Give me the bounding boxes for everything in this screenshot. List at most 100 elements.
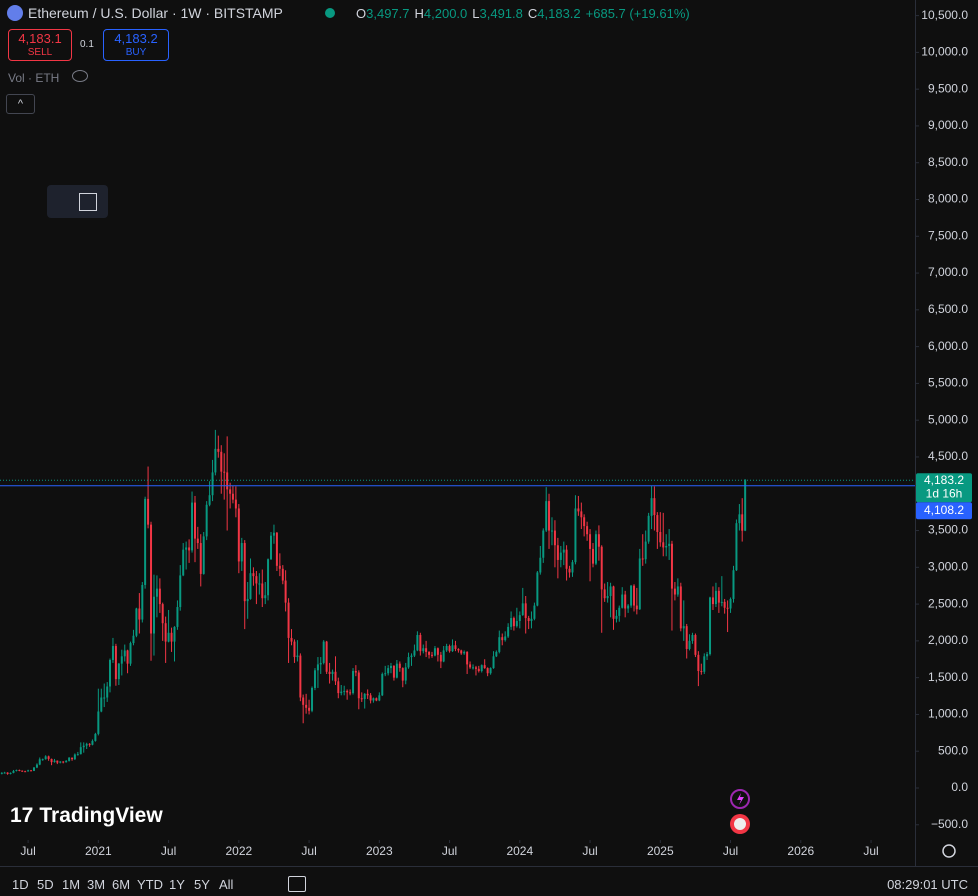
- candle: [633, 584, 636, 612]
- candle-body: [68, 757, 71, 761]
- timeframe-button[interactable]: 5D: [37, 877, 54, 892]
- candle: [714, 582, 717, 608]
- date-range-icon[interactable]: [288, 876, 306, 892]
- candle-body: [97, 711, 100, 734]
- timeframe-button[interactable]: 6M: [112, 877, 131, 892]
- candle: [659, 512, 662, 547]
- candle-body: [463, 651, 466, 654]
- timeframe-button[interactable]: 1Y: [169, 877, 185, 892]
- candle-body: [185, 547, 188, 550]
- buy-button[interactable]: 4,183.2 BUY: [103, 29, 169, 61]
- candle-body: [474, 667, 477, 669]
- measure-tool[interactable]: [79, 193, 97, 211]
- candle-body: [483, 665, 486, 669]
- visibility-icon[interactable]: [72, 70, 88, 82]
- candle-body: [615, 615, 618, 619]
- candle: [91, 739, 94, 746]
- candle: [603, 583, 606, 602]
- candle: [600, 545, 603, 633]
- settings-icon[interactable]: [942, 844, 956, 858]
- candle-body: [472, 667, 475, 669]
- timeframe-button[interactable]: YTD: [137, 877, 163, 892]
- collapse-button[interactable]: ^: [6, 94, 35, 114]
- candle-body: [641, 558, 644, 560]
- event-icon-bolt: [737, 793, 744, 805]
- candle: [638, 548, 641, 610]
- candle-body: [12, 770, 15, 773]
- candle-body: [144, 498, 147, 585]
- clock[interactable]: 08:29:01 UTC: [887, 877, 968, 892]
- candle: [436, 647, 439, 662]
- candle-body: [243, 543, 246, 602]
- x-tick-label: 2022: [225, 844, 252, 858]
- candle: [594, 530, 597, 566]
- candle-body: [556, 545, 559, 560]
- candle-body: [311, 687, 314, 711]
- candle: [357, 670, 360, 710]
- candle-body: [586, 526, 589, 535]
- candle-body: [515, 621, 518, 627]
- candle: [167, 609, 170, 643]
- symbol-title[interactable]: Ethereum / U.S. Dollar · 1W · BITSTAMP: [28, 5, 283, 21]
- candle: [9, 772, 12, 775]
- candle-body: [188, 547, 191, 551]
- candle-body: [498, 637, 501, 652]
- event-icon[interactable]: [730, 789, 750, 809]
- candle-body: [62, 761, 65, 763]
- candle: [346, 689, 349, 700]
- candle: [512, 616, 515, 631]
- candle-body: [0, 772, 3, 774]
- candle: [515, 607, 518, 628]
- y-tick-label: 6,000.0: [928, 339, 968, 353]
- candle-body: [132, 635, 135, 644]
- candle: [56, 760, 59, 765]
- candle: [483, 659, 486, 669]
- candle-body: [290, 637, 293, 642]
- candle: [732, 565, 735, 603]
- candle-body: [24, 771, 27, 773]
- x-tick-label: Jul: [20, 844, 35, 858]
- candle-body: [542, 530, 545, 558]
- candle-body: [255, 576, 258, 584]
- timeframe-button[interactable]: 1M: [62, 877, 81, 892]
- candle-body: [6, 772, 9, 775]
- candle: [135, 607, 138, 638]
- candle-body: [638, 558, 641, 610]
- sell-button[interactable]: 4,183.1 SELL: [8, 29, 72, 61]
- candle-body: [486, 668, 489, 674]
- candle-body: [308, 707, 311, 711]
- price-line-label: 4,108.2: [924, 503, 964, 517]
- candle-body: [272, 532, 275, 536]
- candle: [726, 600, 729, 633]
- timeframe-button[interactable]: All: [219, 877, 234, 892]
- candle-body: [88, 743, 91, 745]
- ohlc-key: L: [472, 6, 480, 21]
- x-tick-label: Jul: [161, 844, 176, 858]
- volume-label[interactable]: Vol · ETH: [8, 71, 60, 85]
- candle-body: [141, 584, 144, 620]
- candle: [457, 648, 460, 653]
- candle: [650, 485, 653, 530]
- candle-body: [650, 498, 653, 516]
- candle: [331, 669, 334, 681]
- candle: [665, 534, 668, 557]
- timeframe-button[interactable]: 1D: [12, 877, 29, 892]
- timeframe-button[interactable]: 5Y: [194, 877, 210, 892]
- candle-body: [334, 671, 337, 682]
- candle-body: [688, 640, 691, 649]
- candle: [618, 605, 621, 622]
- candle-body: [442, 650, 445, 662]
- candle: [35, 763, 38, 769]
- candle: [524, 595, 527, 634]
- y-tick-label: 4,500.0: [928, 449, 968, 463]
- candle-body: [9, 772, 12, 775]
- candle: [431, 651, 434, 658]
- candle: [302, 694, 305, 724]
- timeframe-button[interactable]: 3M: [87, 877, 106, 892]
- candle: [363, 693, 366, 709]
- candle-body: [539, 557, 542, 573]
- y-tick-label: 2,000.0: [928, 633, 968, 647]
- candle-body: [246, 598, 249, 602]
- candle: [416, 631, 419, 652]
- candle-body: [653, 498, 656, 516]
